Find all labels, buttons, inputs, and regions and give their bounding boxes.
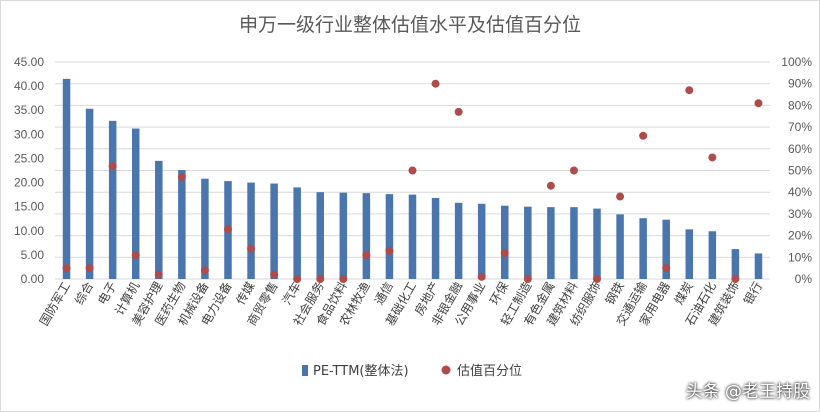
x-tick-label: 国防军工 xyxy=(36,279,73,328)
bar xyxy=(731,249,740,279)
bar xyxy=(108,120,117,279)
x-tick-label: 综合 xyxy=(71,279,96,307)
y-right-tick-label: 80% xyxy=(788,98,812,112)
y-right-tick-label: 10% xyxy=(788,250,812,264)
y-left-tick-label: 30.00 xyxy=(14,127,44,141)
watermark-text: 头条 @老王持股 xyxy=(685,382,810,402)
scatter-point xyxy=(223,225,232,234)
bar xyxy=(408,194,417,279)
scatter-point xyxy=(546,181,555,190)
bar xyxy=(385,194,394,279)
scatter-point xyxy=(685,86,694,95)
bar xyxy=(477,203,486,279)
y-right-tick-label: 30% xyxy=(788,207,812,221)
bar xyxy=(639,218,647,279)
bar xyxy=(501,205,509,279)
scatter-point xyxy=(477,272,486,281)
bar xyxy=(754,253,763,279)
bar xyxy=(685,229,694,279)
bar xyxy=(524,206,532,279)
bar xyxy=(362,193,371,279)
scatter-point xyxy=(316,275,325,283)
bar xyxy=(62,78,71,279)
scatter-point xyxy=(500,248,509,257)
y-left-tick-label: 45.00 xyxy=(14,55,44,69)
bar xyxy=(155,160,163,279)
bar xyxy=(339,192,348,279)
y-right-tick-label: 0% xyxy=(795,272,813,286)
scatter-point xyxy=(569,166,578,175)
bar xyxy=(547,207,555,279)
bar xyxy=(293,187,301,279)
scatter-point xyxy=(108,162,117,171)
bar xyxy=(131,128,140,279)
scatter-point xyxy=(131,251,140,260)
bar xyxy=(431,197,440,279)
scatter-point xyxy=(754,99,763,108)
scatter-point xyxy=(339,275,348,283)
scatter-point xyxy=(362,251,371,260)
y-right-tick-label: 70% xyxy=(788,120,812,134)
bar xyxy=(708,231,717,279)
scatter-point xyxy=(85,264,94,273)
scatter-point xyxy=(593,275,602,283)
y-right-tick-label: 20% xyxy=(788,229,812,243)
scatter-point xyxy=(62,264,71,273)
y-left-tick-label: 40.00 xyxy=(14,79,44,93)
y-right-tick-label: 100% xyxy=(781,55,812,69)
bar xyxy=(247,182,255,279)
x-tick-label: 银行 xyxy=(741,280,765,308)
chart-title: 申万一级行业整体估值水平及估值百分位 xyxy=(238,14,581,36)
legend-dot-swatch xyxy=(441,365,451,375)
bar xyxy=(270,183,278,279)
bar xyxy=(662,219,670,279)
scatter-point xyxy=(616,192,625,201)
y-left-tick-label: 0.00 xyxy=(21,272,45,286)
y-left-tick-label: 10.00 xyxy=(14,224,44,238)
scatter-point xyxy=(454,107,463,116)
y-right-tick-label: 50% xyxy=(788,164,812,178)
bar xyxy=(178,170,186,279)
scatter-point xyxy=(731,275,740,283)
y-right-tick-label: 40% xyxy=(788,185,812,199)
bar xyxy=(316,192,324,279)
scatter-point xyxy=(293,275,302,283)
y-left-tick-label: 25.00 xyxy=(14,151,44,165)
bar xyxy=(454,202,463,279)
legend-label: PE-TTM(整体法) xyxy=(313,364,409,379)
scatter-point xyxy=(523,275,532,283)
y-left-tick-label: 20.00 xyxy=(14,176,44,190)
bar xyxy=(593,208,601,279)
scatter-point xyxy=(639,131,648,140)
scatter-point xyxy=(177,173,186,182)
legend-bar-swatch xyxy=(302,365,308,376)
scatter-point xyxy=(247,244,256,253)
y-right-tick-label: 90% xyxy=(788,77,812,91)
scatter-point xyxy=(154,270,163,279)
scatter-point xyxy=(385,246,394,255)
bar xyxy=(570,207,578,279)
bar xyxy=(85,108,94,279)
bar xyxy=(616,214,624,279)
scatter-point xyxy=(662,264,671,273)
legend-label: 估值百分位 xyxy=(457,363,522,379)
scatter-point xyxy=(200,266,209,275)
y-left-tick-label: 5.00 xyxy=(21,248,45,262)
y-left-tick-label: 35.00 xyxy=(14,103,44,117)
bar xyxy=(201,178,209,279)
scatter-point xyxy=(408,166,417,175)
y-right-tick-label: 60% xyxy=(788,142,812,156)
scatter-point xyxy=(270,270,279,279)
y-left-tick-label: 15.00 xyxy=(14,200,44,214)
scatter-point xyxy=(708,153,717,162)
scatter-point xyxy=(431,79,440,88)
